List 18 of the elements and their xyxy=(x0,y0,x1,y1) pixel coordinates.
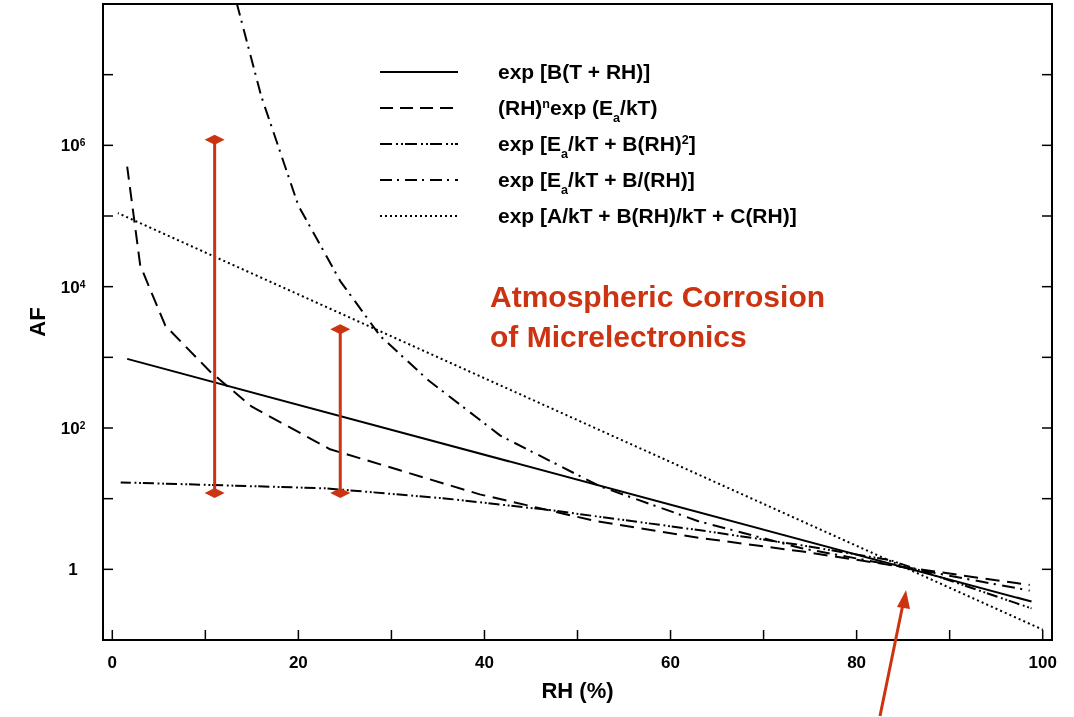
y-tick-label: 10$^{6}$ xyxy=(60,136,86,156)
x-tick-label: 40 xyxy=(475,653,494,672)
y-tick-label: 10$^{4}$ xyxy=(60,277,86,297)
x-tick-label: 100 xyxy=(1028,653,1057,672)
legend-label: exp [E$_{a}$/kT + B/(RH)] xyxy=(498,168,695,197)
x-tick-label: 20 xyxy=(288,653,308,672)
legend-label: exp [E$_{a}$/kT + B(RH)$^{2}$] xyxy=(498,132,696,161)
y-tick-label: 10$^{2}$ xyxy=(60,419,86,438)
annotation: Atmospheric Corrosion of Micrelectronics xyxy=(490,280,826,353)
y-axis-title: AF xyxy=(25,307,50,337)
legend-label: exp [A/kT + B(RH)/kT + C(RH)] xyxy=(498,204,797,227)
legend-label: exp [B(T + RH)] xyxy=(498,60,651,83)
x-tick-label: 80 xyxy=(847,653,867,672)
y-tick-label: 1 xyxy=(68,560,78,580)
x-axis-title: RH (%) xyxy=(541,678,614,703)
x-tick-label: 0 xyxy=(107,653,118,672)
legend-label: (RH)$^{n}$exp (E$_{a}$/kT) xyxy=(498,96,658,125)
x-tick-label: 60 xyxy=(661,653,680,672)
